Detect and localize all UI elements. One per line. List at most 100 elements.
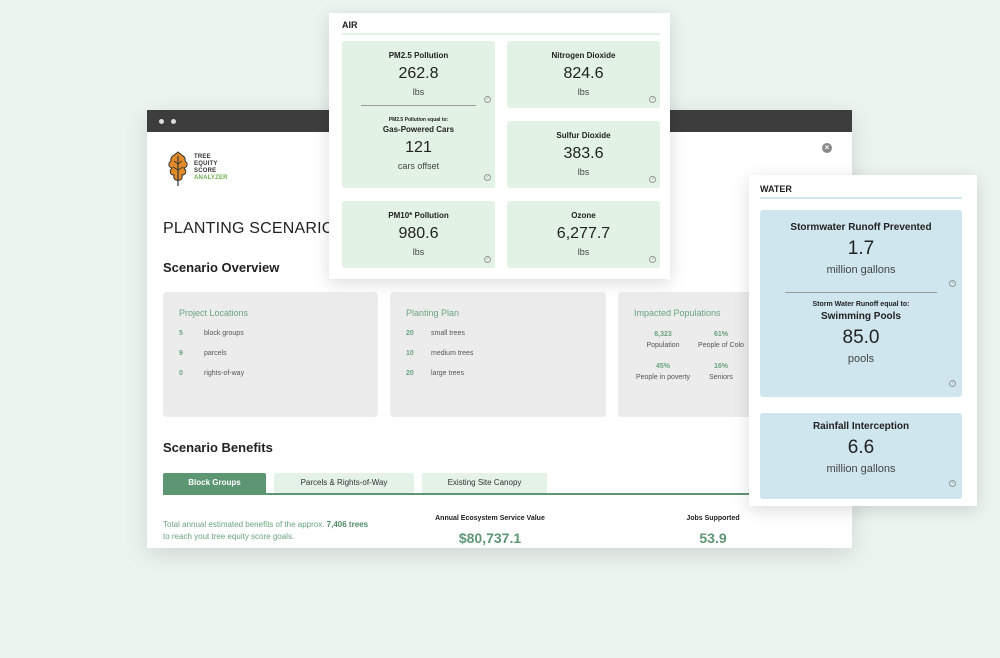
- rainfall-tile: Rainfall Interception 6.6 million gallon…: [760, 413, 962, 499]
- panel-header: WATER: [760, 184, 792, 194]
- app-logo[interactable]: TREE EQUITY SCORE ANALYZER: [166, 150, 246, 190]
- oak-leaf-icon: [168, 151, 188, 186]
- window-dot: [159, 119, 164, 124]
- help-icon[interactable]: ?: [484, 96, 491, 103]
- stat-value: 45%: [655, 363, 670, 370]
- stat-label: Seniors: [709, 374, 733, 381]
- tile-value: 262.8: [398, 65, 439, 82]
- equal-label: Gas-Powered Cars: [382, 125, 455, 134]
- tile-value: 980.6: [398, 225, 439, 242]
- tile-divider: [785, 292, 937, 293]
- tile-label: PM2.5 Pollution: [388, 51, 449, 60]
- tile-value: 6.6: [847, 437, 875, 458]
- equal-caption: Storm Water Runoff equal to:: [812, 301, 910, 308]
- header-rule: [760, 197, 962, 199]
- card-title: Planting Plan: [406, 308, 460, 318]
- tile-label: Sulfur Dioxide: [556, 131, 611, 140]
- help-icon[interactable]: ?: [949, 280, 956, 287]
- row-count: 10: [406, 350, 414, 357]
- tile-label: Ozone: [571, 211, 596, 220]
- tree-count: 7,406 trees: [326, 520, 369, 529]
- tile-label: PM10* Pollution: [388, 211, 449, 220]
- annual-value-metric: Annual Ecosystem Service Value $80,737.1: [417, 515, 563, 546]
- tile-value: 824.6: [563, 65, 604, 82]
- air-panel: AIR PM2.5 Pollution 262.8 lbs PM2.5 Poll…: [329, 13, 670, 279]
- equal-value: 121: [405, 139, 432, 156]
- stat-value: 61%: [713, 331, 728, 338]
- row-label: parcels: [204, 350, 227, 357]
- help-icon[interactable]: ?: [949, 380, 956, 387]
- stat-cell: 16% Seniors: [692, 362, 750, 382]
- tile-unit: lbs: [577, 167, 590, 177]
- tab-block-groups[interactable]: Block Groups: [163, 473, 266, 493]
- list-item: 0 rights-of-way: [179, 370, 362, 377]
- no2-tile: Nitrogen Dioxide 824.6 lbs ?: [507, 41, 660, 108]
- list-item: 20 small trees: [406, 330, 590, 337]
- help-icon[interactable]: ?: [649, 256, 656, 263]
- header-rule: [342, 33, 660, 35]
- water-header-wrap: WATER: [760, 184, 962, 199]
- list-item: 10 medium trees: [406, 350, 590, 357]
- logo-line: SCORE: [194, 168, 217, 174]
- help-icon[interactable]: ?: [649, 96, 656, 103]
- logo-line: ANALYZER: [194, 175, 228, 181]
- equal-value: 85.0: [842, 327, 880, 348]
- row-count: 5: [179, 330, 183, 337]
- row-count: 9: [179, 350, 183, 357]
- card-title: Impacted Populations: [634, 308, 721, 318]
- logo-line: TREE: [194, 154, 211, 160]
- stat-label: People in poverty: [635, 374, 691, 381]
- benefits-title: Scenario Benefits: [163, 440, 273, 455]
- overview-title: Scenario Overview: [163, 260, 280, 275]
- list-item: 20 large trees: [406, 370, 590, 377]
- tile-divider: [361, 105, 476, 106]
- list-item: 5 block groups: [179, 330, 362, 337]
- row-count: 0: [179, 370, 183, 377]
- stat-cell: 61% People of Colo: [692, 330, 750, 350]
- project-locations-card: Project Locations 5 block groups 9 parcels…: [163, 292, 378, 417]
- row-label: medium trees: [431, 350, 474, 357]
- equal-caption: PM2.5 Pollution equal to:: [388, 117, 449, 123]
- stat-cell: 45% People in poverty: [634, 362, 692, 382]
- page-title: PLANTING SCENARIO: [163, 220, 335, 237]
- tile-value: 1.7: [847, 238, 875, 259]
- equal-unit: cars offset: [397, 161, 440, 171]
- metric-value: $80,737.1: [458, 530, 522, 546]
- jobs-metric: Jobs Supported 53.9: [663, 515, 763, 546]
- benefit-text: Total annual estimated benefits of the a…: [163, 520, 325, 529]
- tile-unit: million gallons: [826, 463, 896, 475]
- list-item: 9 parcels: [179, 350, 362, 357]
- card-title: Project Locations: [179, 308, 249, 318]
- window-dot: [171, 119, 176, 124]
- tile-value: 383.6: [563, 145, 604, 162]
- stat-label: Population: [646, 342, 680, 349]
- planting-plan-card: Planting Plan 20 small trees 10 medium tre…: [390, 292, 606, 417]
- equal-unit: pools: [847, 353, 875, 365]
- tile-unit: million gallons: [826, 264, 896, 276]
- runoff-tile: Stormwater Runoff Prevented 1.7 million …: [760, 210, 962, 397]
- stat-value: 16%: [713, 363, 728, 370]
- stat-value: 8,323: [654, 331, 672, 338]
- metric-value: 53.9: [699, 530, 727, 546]
- benefit-description: Total annual estimated benefits of the a…: [163, 519, 373, 543]
- tile-unit: lbs: [412, 247, 425, 257]
- help-icon[interactable]: ?: [484, 256, 491, 263]
- tab-existing-site-canopy[interactable]: Existing Site Canopy: [422, 473, 547, 493]
- pm25-tile: PM2.5 Pollution 262.8 lbs PM2.5 Pollutio…: [342, 41, 495, 188]
- tab-parcels-rights-of-way[interactable]: Parcels & Rights-of-Way: [274, 473, 414, 493]
- tile-unit: lbs: [412, 87, 425, 97]
- logo-text: TREE EQUITY SCORE ANALYZER: [194, 154, 228, 182]
- help-icon[interactable]: ?: [949, 480, 956, 487]
- row-label: rights-of-way: [204, 370, 245, 377]
- water-panel: WATER Stormwater Runoff Prevented 1.7 mi…: [749, 175, 977, 506]
- benefit-text: to reach yout tree equity score goals.: [163, 532, 295, 541]
- tile-unit: lbs: [577, 247, 590, 257]
- close-icon[interactable]: ×: [822, 143, 832, 153]
- pm10-tile: PM10* Pollution 980.6 lbs ?: [342, 201, 495, 268]
- stat-cell: 8,323 Population: [634, 330, 692, 350]
- help-icon[interactable]: ?: [484, 174, 491, 181]
- help-icon[interactable]: ?: [649, 176, 656, 183]
- row-label: block groups: [204, 330, 244, 337]
- so2-tile: Sulfur Dioxide 383.6 lbs ?: [507, 121, 660, 188]
- panel-header: AIR: [342, 20, 358, 30]
